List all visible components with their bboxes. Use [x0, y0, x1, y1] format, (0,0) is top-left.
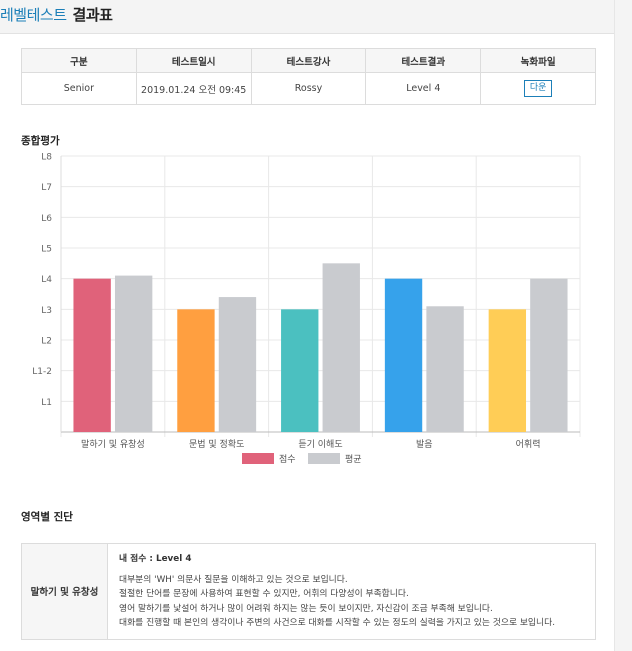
diagnosis-table: 말하기 및 유창성 내 점수 : Level 4 대부분의 'WH' 의문사 질… — [21, 543, 596, 640]
y-tick-label: L1 — [41, 398, 52, 408]
bar-average — [218, 297, 257, 432]
header-datetime: 테스트일시 — [135, 48, 252, 73]
y-tick-label: L7 — [41, 183, 52, 193]
legend-swatch — [308, 453, 340, 464]
legend-label: 점수 — [279, 453, 296, 465]
header-result: 테스트결과 — [365, 48, 482, 73]
x-tick-label: 어휘력 — [516, 438, 541, 450]
header-category: 구분 — [21, 48, 137, 73]
y-tick-label: L3 — [41, 306, 52, 316]
y-tick-label: L4 — [41, 275, 52, 285]
bar-average — [322, 263, 360, 432]
y-tick-label: L2 — [41, 337, 52, 347]
bar-score — [177, 309, 215, 432]
info-table-header-row: 구분 테스트일시 테스트강사 테스트결과 녹화파일 — [21, 48, 596, 73]
header-teacher: 테스트강사 — [250, 48, 367, 73]
diagnosis-line: 영어 말하기를 낯설어 하거나 많이 어려워 하지는 않는 듯이 보이지만, 자… — [119, 603, 493, 614]
diagnosis-section-title: 영역별 진단 — [21, 511, 73, 523]
diagnosis-area-label: 말하기 및 유창성 — [21, 543, 108, 640]
page-title: 레벨테스트 결과표 — [0, 4, 113, 25]
diagnosis-score: 내 점수 : Level 4 — [119, 554, 192, 564]
page-header-bar — [0, 0, 632, 34]
bar-average — [114, 275, 153, 432]
x-tick-label: 문법 및 정확도 — [189, 438, 244, 450]
right-gutter — [614, 0, 632, 651]
bar-average — [426, 306, 464, 432]
diagnosis-row: 말하기 및 유창성 내 점수 : Level 4 대부분의 'WH' 의문사 질… — [21, 543, 596, 640]
cell-datetime: 2019.01.24 오전 09:45 — [135, 72, 252, 105]
bar-score — [488, 309, 527, 432]
cell-recording: 다운 — [480, 72, 596, 105]
cell-result: Level 4 — [365, 72, 482, 105]
y-tick-label: L1-2 — [32, 367, 52, 377]
bar-average — [530, 278, 568, 432]
test-info-table: 구분 테스트일시 테스트강사 테스트결과 녹화파일 Senior 2019.01… — [21, 48, 596, 105]
diagnosis-line: 대부분의 'WH' 의문사 질문을 이해하고 있는 것으로 보입니다. — [119, 574, 348, 585]
diagnosis-line: 절절한 단어를 문장에 사용하여 표현할 수 있지만, 어휘의 다양성이 부족합… — [119, 589, 409, 600]
x-tick-label: 말하기 및 유창성 — [81, 438, 145, 450]
summary-bar-chart: L1 L1-2 L2 L3 L4 L5 L6 L7 L8 말하기 및 유창성 문법 및 정확도 듣기 … — [32, 153, 581, 465]
y-tick-label: L5 — [41, 245, 52, 255]
header-recording: 녹화파일 — [480, 48, 596, 73]
info-table-row: Senior 2019.01.24 오전 09:45 Rossy Level 4… — [21, 72, 596, 105]
legend-swatch — [242, 453, 274, 464]
x-tick-label: 듣기 이해도 — [298, 439, 342, 450]
cell-category: Senior — [21, 72, 137, 105]
download-recording-button[interactable]: 다운 — [523, 80, 553, 97]
y-tick-label: L6 — [41, 214, 52, 224]
bar-score — [384, 278, 423, 432]
page-title-secondary: 결과표 — [72, 6, 113, 24]
x-tick-label: 발음 — [416, 439, 433, 450]
diagnosis-content: 내 점수 : Level 4 대부분의 'WH' 의문사 질문을 이해하고 있는… — [107, 543, 596, 640]
bar-score — [281, 309, 319, 432]
bar-score — [73, 278, 111, 432]
y-tick-label: L8 — [41, 153, 52, 163]
page-title-primary: 레벨테스트 — [0, 6, 67, 24]
diagnosis-line: 대화를 진행할 때 본인의 생각이나 주변의 사건으로 대화를 시작할 수 있는… — [119, 618, 556, 629]
cell-teacher: Rossy — [250, 72, 367, 105]
summary-section-title: 종합평가 — [21, 135, 60, 147]
legend-label: 평균 — [345, 454, 362, 465]
